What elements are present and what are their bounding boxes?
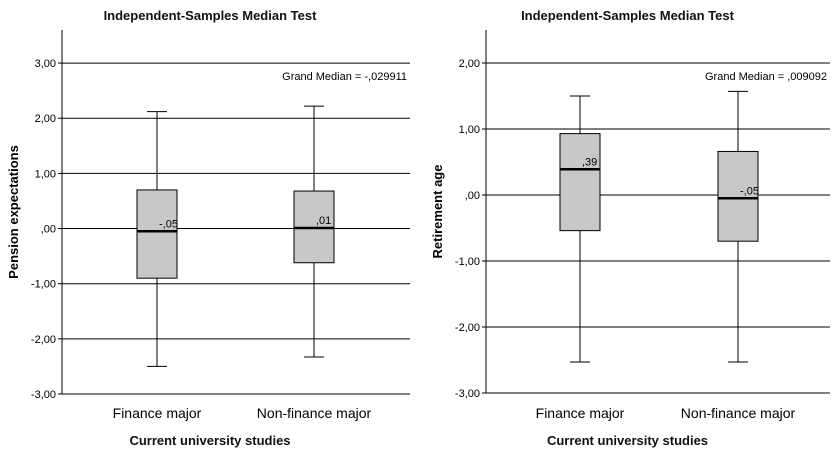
y-tick-label: -3,00 bbox=[455, 388, 480, 400]
chart-title: Independent-Samples Median Test bbox=[103, 8, 317, 23]
box-iqr bbox=[559, 133, 601, 232]
y-tick-label: ,00 bbox=[41, 224, 56, 236]
chart-title: Independent-Samples Median Test bbox=[521, 8, 734, 23]
y-axis-label: Pension expectations bbox=[6, 145, 21, 279]
y-tick-label: -2,00 bbox=[455, 322, 480, 334]
x-axis-label: Current university studies bbox=[546, 433, 709, 448]
y-axis-label: Retirement age bbox=[430, 165, 445, 259]
y-tick-label: ,00 bbox=[465, 190, 480, 202]
median-label: ,01 bbox=[316, 215, 331, 227]
boxplot-retirement-age: 2,00 1,00 ,00 -1,00 -2,00 -3,00 Retirement age… bbox=[430, 30, 830, 421]
grand-median-label: Grand Median = -,029911 bbox=[282, 71, 407, 83]
median-label: -,05 bbox=[159, 218, 178, 230]
y-tick-label: 3,00 bbox=[35, 58, 56, 70]
box-iqr bbox=[717, 150, 759, 242]
x-category-label: Non-finance major bbox=[681, 405, 796, 421]
y-tick-label: -1,00 bbox=[31, 279, 56, 291]
x-category-label: Non-finance major bbox=[257, 405, 372, 421]
y-tick-label: 2,00 bbox=[459, 58, 480, 70]
y-tick-label: 1,00 bbox=[459, 124, 480, 136]
grand-median-label: Grand Median = ,009092 bbox=[705, 71, 827, 83]
y-tick-label: 1,00 bbox=[35, 168, 56, 180]
boxplot-pension-expectations: 3,00 2,00 1,00 ,00 -1,00 -2,00 -3,00 Pension ex… bbox=[6, 30, 410, 421]
x-category-label: Finance major bbox=[536, 405, 625, 421]
x-axis-label: Current university studies bbox=[129, 433, 291, 448]
y-tick-label: 2,00 bbox=[35, 113, 56, 125]
median-label: -,05 bbox=[740, 185, 759, 197]
median-label: ,39 bbox=[582, 156, 597, 168]
box-iqr bbox=[136, 189, 178, 279]
y-tick-label: -3,00 bbox=[31, 389, 56, 401]
chart-panel-right: Independent-Samples Median Test 2,00 1,00… bbox=[420, 0, 835, 454]
x-category-label: Finance major bbox=[113, 405, 202, 421]
y-tick-label: -1,00 bbox=[455, 256, 480, 268]
y-tick-label: -2,00 bbox=[31, 334, 56, 346]
chart-panel-left: Independent-Samples Median Test 3,00 2,00… bbox=[6, 8, 410, 448]
